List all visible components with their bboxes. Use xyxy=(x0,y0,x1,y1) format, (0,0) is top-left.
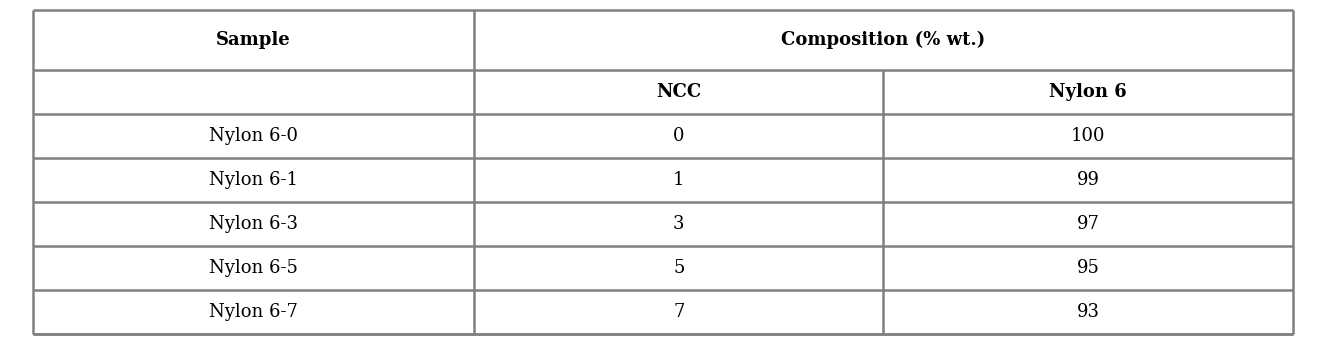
Text: 7: 7 xyxy=(674,303,684,321)
Text: 5: 5 xyxy=(674,259,684,277)
Text: Nylon 6-7: Nylon 6-7 xyxy=(210,303,298,321)
Text: NCC: NCC xyxy=(656,83,701,101)
Text: Nylon 6-0: Nylon 6-0 xyxy=(210,127,298,145)
Text: 93: 93 xyxy=(1077,303,1099,321)
Text: 99: 99 xyxy=(1077,171,1099,189)
Text: Nylon 6-5: Nylon 6-5 xyxy=(210,259,298,277)
Text: Nylon 6-3: Nylon 6-3 xyxy=(210,215,298,233)
Text: 100: 100 xyxy=(1071,127,1106,145)
Text: Nylon 6-1: Nylon 6-1 xyxy=(210,171,298,189)
Text: Composition (% wt.): Composition (% wt.) xyxy=(781,31,985,49)
Text: 1: 1 xyxy=(674,171,684,189)
Text: Sample: Sample xyxy=(216,31,290,49)
Text: 0: 0 xyxy=(674,127,684,145)
Text: 3: 3 xyxy=(674,215,684,233)
Text: 97: 97 xyxy=(1077,215,1099,233)
Text: Nylon 6: Nylon 6 xyxy=(1049,83,1127,101)
Text: 95: 95 xyxy=(1077,259,1099,277)
